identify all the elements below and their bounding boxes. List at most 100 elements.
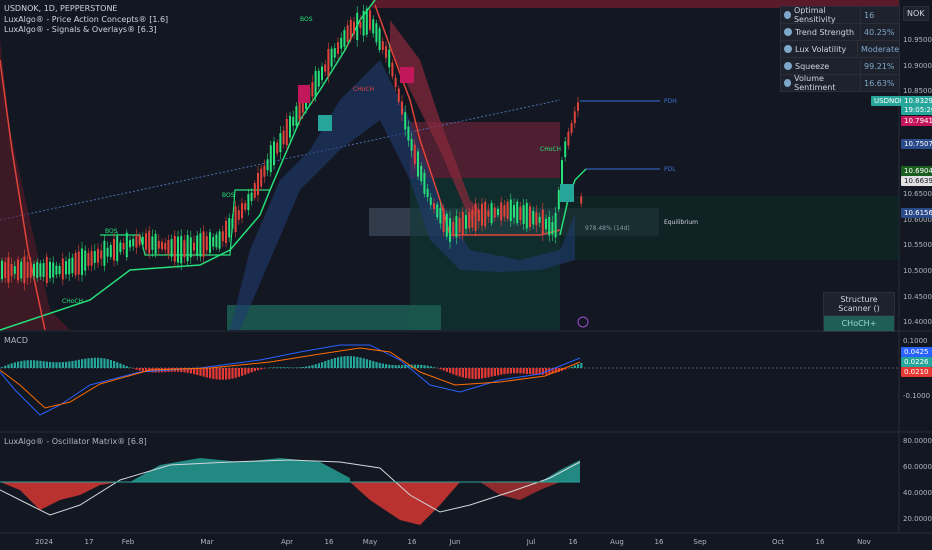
macd-histogram xyxy=(1,356,583,380)
time-axis-label: 16 xyxy=(569,538,578,546)
candle xyxy=(36,262,39,278)
candle xyxy=(279,133,282,153)
candle xyxy=(61,258,64,280)
candle xyxy=(161,241,163,250)
scanner-title: Structure Scanner () xyxy=(823,292,895,316)
macd-bar xyxy=(439,368,442,370)
candle xyxy=(74,252,77,276)
price-axis-label: 10.8500 xyxy=(903,87,932,95)
macd-bar xyxy=(103,358,106,368)
price-axis-label: 10.5500 xyxy=(903,241,932,249)
structure-scanner[interactable]: Structure Scanner () CHoCH+ xyxy=(823,292,895,332)
candle xyxy=(202,231,205,257)
macd-bar xyxy=(109,359,112,368)
macd-bar xyxy=(218,368,221,380)
pdh-label: PDH xyxy=(664,98,677,105)
candle xyxy=(132,238,135,247)
indicator-price-action[interactable]: LuxAlgo® - Price Action Concepts® [1.6] xyxy=(4,15,169,24)
candle xyxy=(525,202,528,229)
currency-label[interactable]: NOK xyxy=(903,6,929,21)
macd-bar xyxy=(375,362,378,368)
candle xyxy=(292,116,295,126)
macd-bar xyxy=(17,361,20,368)
candle xyxy=(452,222,455,235)
oscillator-title[interactable]: LuxAlgo® - Oscillator Matrix® [6.8] xyxy=(4,437,147,446)
time-axis-label: 16 xyxy=(408,538,417,546)
macd-bar xyxy=(455,368,458,376)
macd-bar xyxy=(301,367,304,368)
price-axis-label: 10.6000 xyxy=(903,216,932,224)
macd-bar xyxy=(369,360,372,368)
macd-bar xyxy=(276,367,279,368)
macd-bar xyxy=(45,361,48,368)
candle xyxy=(193,242,195,251)
macd-bar xyxy=(385,364,388,368)
candle xyxy=(349,19,352,40)
candle xyxy=(580,196,583,204)
symbol-title[interactable]: USDNOK, 1D, PEPPERSTONE xyxy=(4,4,118,13)
candle xyxy=(413,144,416,165)
macd-bar xyxy=(314,364,317,368)
candle xyxy=(151,236,154,250)
macd-bar xyxy=(429,366,432,368)
candle xyxy=(461,211,464,236)
countdown-tag: 19:05:20 xyxy=(901,105,932,115)
macd-bar xyxy=(509,368,512,374)
candle xyxy=(545,218,547,230)
candle xyxy=(177,236,179,263)
macd-bar xyxy=(23,360,26,368)
macd-axis-label: -0.1000 xyxy=(903,392,931,400)
macd-bar xyxy=(122,364,125,368)
osc-axis-label: 60.0000 xyxy=(903,463,932,471)
candle xyxy=(164,242,167,250)
candle xyxy=(45,256,48,284)
macd-bar xyxy=(513,368,516,374)
candle xyxy=(298,101,301,120)
macd-bar xyxy=(132,368,135,369)
last-price-tag: 10.8329 xyxy=(901,96,932,106)
candle xyxy=(423,172,426,194)
macd-bar xyxy=(289,367,292,368)
candle xyxy=(474,203,477,231)
choch-label: CHoCH xyxy=(62,298,84,305)
macd-bar xyxy=(298,367,301,368)
candle xyxy=(301,98,304,113)
candle xyxy=(260,168,263,187)
candle xyxy=(218,231,221,249)
candle xyxy=(10,263,13,277)
event-icon xyxy=(577,316,589,328)
candle xyxy=(506,201,509,219)
macd-bar xyxy=(327,359,330,368)
candle xyxy=(449,218,451,242)
macd-bar xyxy=(125,366,128,368)
sell-signal-icon xyxy=(400,67,414,83)
macd-bar xyxy=(244,368,247,375)
indicator-signals-overlays[interactable]: LuxAlgo® - Signals & Overlays® [6.3] xyxy=(4,25,157,34)
macd-bar xyxy=(481,368,484,379)
price-axis-label: 10.4500 xyxy=(903,293,932,301)
macd-bar xyxy=(228,368,231,380)
macd-bar xyxy=(433,367,436,368)
buy-signal-icon xyxy=(560,184,574,202)
macd-title[interactable]: MACD xyxy=(4,336,28,345)
candle xyxy=(538,216,541,223)
time-axis-label: 16 xyxy=(655,538,664,546)
sell-signal-icon xyxy=(298,85,310,103)
macd-bar xyxy=(308,365,311,368)
macd-bar xyxy=(26,360,29,368)
candle xyxy=(93,251,96,263)
time-axis-label: 16 xyxy=(325,538,334,546)
macd-bar xyxy=(4,365,7,368)
macd-bar xyxy=(519,368,522,374)
time-axis-label: Aug xyxy=(610,538,624,546)
macd-bar xyxy=(554,368,557,373)
candle xyxy=(7,257,10,283)
macd-tag: 0.0425 xyxy=(901,347,932,357)
candle xyxy=(55,265,58,275)
candle xyxy=(228,218,231,238)
candle xyxy=(241,203,243,219)
candle xyxy=(484,201,487,227)
candle xyxy=(557,190,560,210)
candle xyxy=(356,12,359,40)
